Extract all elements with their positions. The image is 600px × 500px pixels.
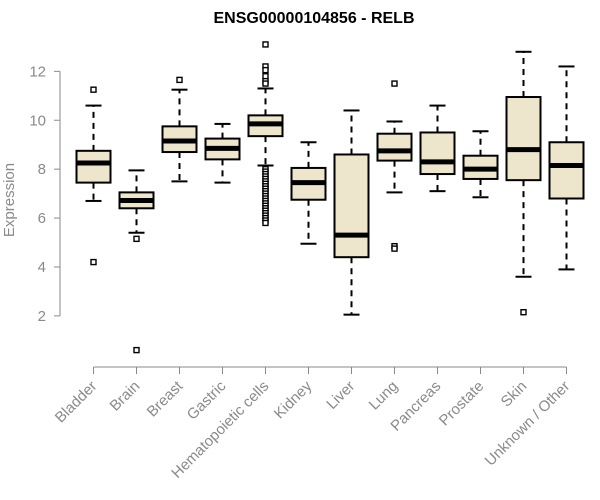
box-group — [247, 41, 284, 227]
box-iqr — [75, 149, 112, 184]
box-group — [290, 141, 327, 245]
y-tick-label: 8 — [38, 161, 46, 178]
x-tick-label: Prostate — [436, 378, 488, 430]
x-tick-label: Skin — [498, 378, 531, 411]
outlier-point — [176, 76, 183, 84]
outlier-point — [391, 245, 398, 252]
box-iqr — [548, 141, 585, 200]
y-axis-label: Expression — [1, 163, 18, 237]
y-tick-label: 10 — [29, 112, 46, 129]
outlier-point — [90, 86, 97, 93]
box-group — [376, 80, 413, 252]
outlier-point — [90, 258, 97, 266]
y-tick-label: 12 — [29, 63, 46, 80]
box-group — [118, 169, 155, 354]
box-group — [333, 109, 370, 316]
y-axis: 2 4 6 8 10 12 — [29, 63, 61, 325]
outlier-point — [391, 80, 398, 87]
box-group — [161, 76, 198, 183]
x-tick-label: Kidney — [271, 377, 316, 422]
y-tick-label: 2 — [38, 308, 46, 325]
chart-title: ENSG00000104856 - RELB — [214, 10, 415, 27]
x-tick-label: Bladder — [52, 378, 101, 427]
outlier-point — [262, 80, 269, 87]
outlier-point — [262, 219, 269, 227]
y-tick-label: 4 — [38, 259, 46, 276]
box-group — [204, 122, 241, 184]
outlier-point — [520, 309, 527, 316]
x-tick-label: Brain — [107, 378, 144, 415]
box-iqr — [333, 153, 370, 259]
outlier-point — [133, 235, 140, 243]
outlier-point — [262, 41, 269, 48]
box-iqr — [376, 132, 413, 162]
boxes-layer — [75, 41, 585, 354]
box-group — [505, 50, 542, 316]
x-tick-label: Liver — [323, 378, 358, 413]
y-tick-label: 6 — [38, 210, 46, 227]
box-group — [75, 86, 112, 266]
box-group — [548, 65, 585, 271]
box-iqr — [505, 96, 542, 182]
x-tick-label: Lung — [366, 378, 402, 414]
box-group — [419, 104, 456, 193]
box-group — [462, 130, 499, 199]
x-tick-label: Breast — [144, 377, 187, 420]
outlier-point — [262, 66, 269, 74]
outlier-point — [133, 346, 140, 354]
box-iqr — [419, 131, 456, 176]
